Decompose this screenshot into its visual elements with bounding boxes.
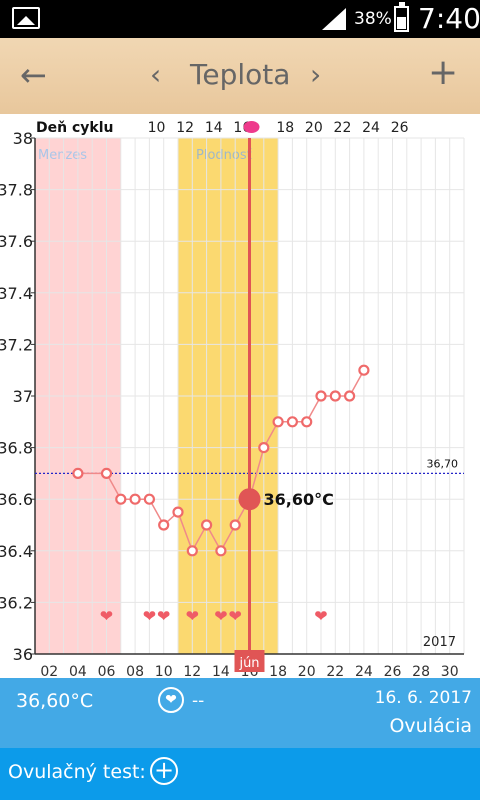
back-arrow-icon[interactable]: ←	[20, 56, 47, 94]
cycle-day-label: 18	[276, 120, 294, 136]
temperature-point	[329, 390, 341, 402]
selected-date: 16. 6. 2017	[374, 688, 472, 708]
y-tick-label: 37.6	[0, 232, 33, 251]
next-chevron-icon[interactable]: ›	[310, 58, 322, 91]
temperature-point	[115, 493, 127, 505]
cycle-day-label: 20	[305, 120, 323, 136]
cycle-day-label: 24	[362, 120, 380, 136]
battery-icon	[394, 2, 409, 32]
y-tick-label: 36.4	[0, 542, 33, 561]
x-tick-label: 02	[40, 664, 58, 678]
zone-label: Plodnosť	[196, 148, 252, 163]
status-bar: 38% 7:40	[0, 0, 480, 38]
heart-marker: ❤	[157, 606, 170, 625]
selected-temperature: 36,60°C	[16, 690, 94, 712]
y-tick-label: 37.2	[0, 335, 33, 354]
month-label: jún	[238, 656, 259, 671]
temperature-point	[344, 390, 356, 402]
cycle-axis-label: Deň cyklu	[36, 120, 113, 136]
heart-icon[interactable]: ❤	[158, 687, 184, 713]
temperature-point	[201, 519, 213, 531]
toolbar: ← ‹ Teplota › +	[0, 38, 480, 114]
temperature-point	[100, 467, 113, 479]
ovulation-test-bar: Ovulačný test: +	[0, 748, 480, 800]
battery-percent: 38%	[354, 9, 392, 29]
y-tick-label: 37	[13, 387, 33, 406]
y-tick-label: 36.2	[0, 593, 33, 612]
cycle-phase: Ovulácia	[389, 715, 472, 737]
x-tick-label: 06	[98, 664, 116, 678]
signal-icon	[322, 8, 346, 30]
x-tick-label: 18	[269, 664, 287, 678]
add-test-plus-icon[interactable]: +	[150, 757, 178, 785]
y-tick-label: 36.8	[0, 439, 33, 458]
month-badge	[234, 650, 265, 672]
ovulation-egg-icon	[243, 121, 260, 133]
temperature-point	[158, 519, 170, 531]
temperature-point	[186, 545, 198, 557]
x-tick-label: 28	[412, 664, 430, 678]
y-tick-label: 37.4	[0, 284, 33, 303]
cycle-day-label: 10	[148, 120, 166, 136]
x-tick-label: 22	[326, 664, 344, 678]
temperature-point	[301, 416, 313, 428]
heart-marker: ❤	[228, 606, 241, 625]
reference-line-label: 36,70	[427, 457, 459, 470]
page-title: Teplota	[190, 58, 291, 91]
heart-marker: ❤	[100, 606, 113, 625]
y-tick-label: 36	[13, 645, 33, 664]
cycle-day-label: 22	[334, 120, 352, 136]
cycle-day-label: 14	[205, 120, 223, 136]
temperature-point	[215, 545, 227, 557]
temperature-point	[129, 493, 141, 505]
temperature-chart[interactable]: Menzes Plodnosť 38 37.8 37.6 37.4 37.2 37 36.8 36…	[0, 114, 480, 678]
intercourse-value: --	[192, 691, 205, 711]
y-tick-label: 36.6	[0, 490, 33, 509]
info-bar: 36,60°C ❤ -- 16. 6. 2017 Ovulácia	[0, 678, 480, 748]
heart-marker: ❤	[314, 606, 327, 625]
previous-chevron-icon[interactable]: ‹	[150, 58, 162, 91]
temperature-point	[143, 493, 155, 505]
heart-marker: ❤	[143, 606, 156, 625]
image-icon	[12, 7, 40, 29]
x-tick-label: 20	[298, 664, 316, 678]
x-tick-label: 04	[69, 664, 87, 678]
temperature-point	[172, 506, 184, 518]
add-icon[interactable]: +	[428, 52, 459, 93]
x-tick-label: 24	[355, 664, 373, 678]
y-tick-label: 38	[13, 129, 33, 148]
x-tick-label: 30	[441, 664, 459, 678]
temperature-point	[286, 416, 298, 428]
temperature-point	[258, 442, 270, 454]
cycle-day-label: 12	[176, 120, 194, 136]
heart-marker: ❤	[186, 606, 199, 625]
cycle-day-label: 26	[391, 120, 409, 136]
year-label: 2017	[423, 635, 456, 650]
ovulation-value-label: 36,60°C	[264, 490, 334, 509]
x-tick-label: 12	[183, 664, 201, 678]
x-tick-label: 08	[126, 664, 144, 678]
temperature-point	[229, 519, 241, 531]
ovulation-test-label: Ovulačný test:	[8, 761, 146, 783]
y-tick-label: 37.8	[0, 181, 33, 200]
x-tick-label: 26	[384, 664, 402, 678]
x-tick-label: 10	[155, 664, 173, 678]
x-tick-label: 14	[212, 664, 230, 678]
zone-label: Menzes	[38, 148, 87, 163]
temperature-point	[272, 416, 284, 428]
heart-marker: ❤	[214, 606, 227, 625]
ovulation-point	[238, 488, 261, 511]
temperature-point	[72, 467, 84, 479]
temperature-point	[315, 390, 327, 402]
clock: 7:40	[418, 2, 480, 35]
temperature-point	[358, 364, 370, 376]
